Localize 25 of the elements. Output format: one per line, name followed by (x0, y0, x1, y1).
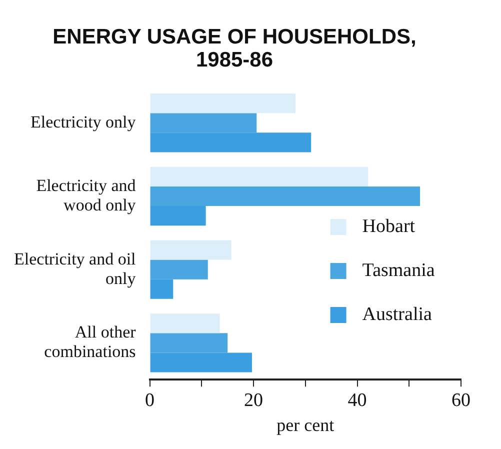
bar (150, 260, 208, 280)
bar (150, 94, 296, 114)
y-tick-label: All other combinations (44, 322, 136, 362)
chart-title: ENERGY USAGE OF HOUSEHOLDS, 1985-86 (52, 25, 416, 72)
bar (150, 113, 257, 133)
bar (150, 186, 420, 206)
x-tick-label: 20 (244, 390, 264, 411)
bar (150, 314, 220, 334)
legend-label: Tasmania (362, 260, 436, 282)
bar (150, 279, 174, 299)
x-axis-title: per cent (276, 414, 334, 435)
bar (150, 132, 312, 152)
bar (150, 333, 228, 353)
x-tick-label: 0 (145, 390, 155, 411)
bar (150, 240, 232, 260)
y-tick-label: Electricity and oil only (14, 249, 136, 288)
legend-label: Hobart (362, 216, 416, 238)
x-tick-label: 60 (452, 390, 470, 411)
bar (150, 352, 252, 372)
bar (150, 166, 368, 186)
legend-label: Australia (362, 304, 433, 326)
bar (150, 206, 206, 226)
y-tick-label: Electricity only (30, 112, 136, 132)
y-tick-label: Electricity and wood only (36, 176, 136, 214)
x-tick-label: 40 (348, 390, 367, 411)
